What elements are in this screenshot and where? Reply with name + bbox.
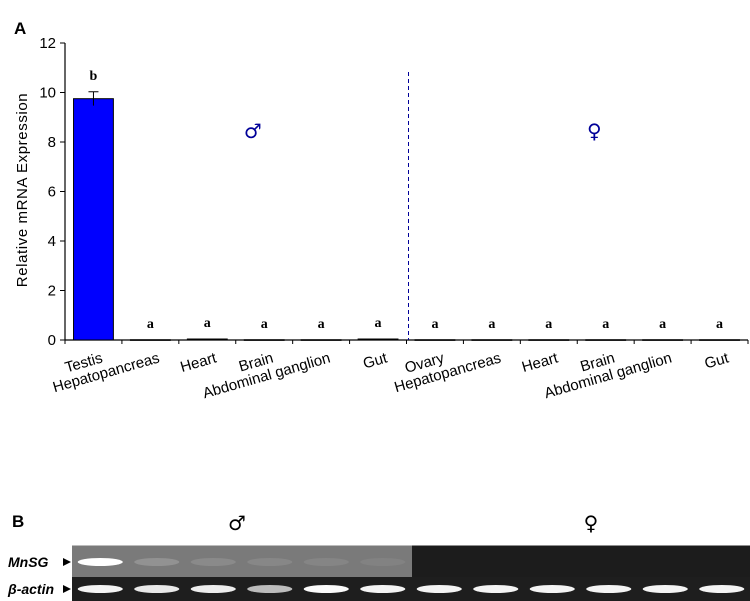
y-tick-label: 0: [48, 332, 56, 349]
gel-band: [529, 585, 575, 593]
significance-label: a: [431, 317, 438, 332]
significance-label: a: [318, 317, 325, 332]
y-tick-label: 6: [48, 184, 56, 201]
y-tick-label: 12: [39, 35, 56, 52]
gel-row-label: MnSG: [8, 554, 49, 570]
gel-band: [77, 558, 123, 566]
gel-arrow-icon: [63, 585, 71, 593]
bar: [357, 338, 399, 341]
gel-band: [360, 585, 406, 593]
gel-band: [247, 558, 293, 566]
significance-label: b: [90, 69, 98, 84]
gel-band: [190, 558, 236, 566]
significance-label: a: [375, 316, 382, 331]
bar: [471, 339, 513, 341]
female-symbol: ♀: [587, 119, 602, 143]
y-tick-label: 10: [39, 85, 56, 102]
gel-band: [190, 585, 236, 593]
bar: [243, 339, 285, 341]
y-tick-label: 8: [48, 134, 56, 151]
x-tick-label: Gut: [703, 349, 732, 372]
significance-label: a: [147, 317, 154, 332]
y-tick-label: 4: [48, 233, 56, 250]
male-symbol: ♂: [244, 119, 262, 143]
bar: [300, 339, 342, 341]
gel-arrow-icon: [63, 558, 71, 566]
gel-female-symbol: ♀: [584, 511, 599, 535]
significance-label: a: [659, 317, 666, 332]
significance-label: a: [602, 317, 609, 332]
x-tick-label: Gut: [361, 349, 390, 372]
gel-image: ♂ ♀ MnSG β-actin: [7, 511, 750, 601]
x-tick-label: Heart: [520, 349, 561, 376]
gel-bg-female-mnsg: [412, 545, 750, 579]
gel-band: [360, 558, 406, 566]
gel-band: [473, 585, 519, 593]
gel-band: [303, 558, 349, 566]
bar: [129, 339, 171, 341]
bar: [73, 98, 114, 341]
gel-band: [77, 585, 123, 593]
gel-band: [303, 585, 349, 593]
panel-b-label: B: [12, 512, 24, 531]
gel-band: [416, 585, 462, 593]
bar: [699, 339, 740, 341]
gel-band: [699, 585, 745, 593]
gel-bg-actin: [72, 577, 750, 601]
bar: [585, 339, 627, 341]
significance-label: a: [716, 317, 723, 332]
bar: [528, 339, 570, 341]
x-tick-label: Heart: [178, 349, 219, 376]
gel-band: [134, 585, 180, 593]
significance-label: a: [545, 317, 552, 332]
gel-band: [642, 585, 688, 593]
significance-label: a: [488, 317, 495, 332]
bar: [186, 338, 228, 341]
gel-row-label: β-actin: [7, 581, 54, 597]
y-axis-label: Relative mRNA Expression: [14, 93, 31, 287]
y-tick-label: 2: [48, 283, 56, 300]
bar: [642, 339, 684, 341]
significance-label: a: [261, 317, 268, 332]
gel-bg-male-mnsg: [72, 545, 412, 579]
gel-band: [247, 585, 293, 593]
significance-label: a: [204, 316, 211, 331]
gel-band: [586, 585, 632, 593]
gel-male-symbol: ♂: [228, 511, 246, 535]
bar: [414, 339, 456, 341]
gel-band: [134, 558, 180, 566]
panel-a-label: A: [14, 19, 26, 38]
